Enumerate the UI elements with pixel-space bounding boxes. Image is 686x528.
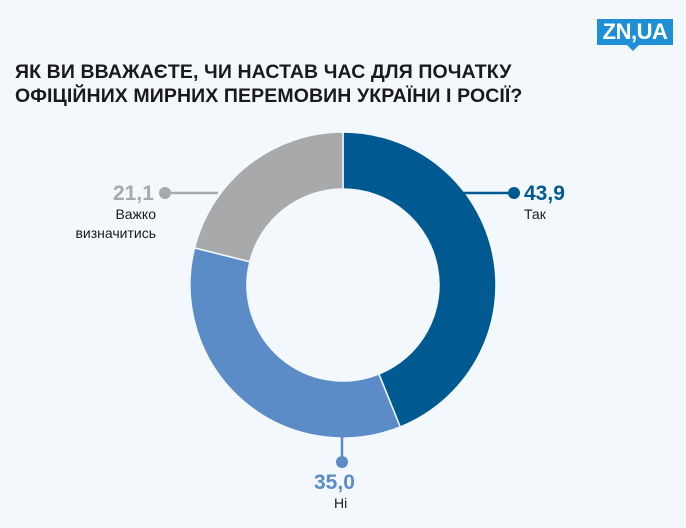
vazhko-value: 21,1 <box>113 182 154 205</box>
tak-label: Так <box>524 206 546 222</box>
title-line-1: ЯК ВИ ВВАЖАЄТЕ, ЧИ НАСТАВ ЧАС ДЛЯ ПОЧАТК… <box>15 61 512 83</box>
title-line-2: ОФІЦІЙНИХ МИРНИХ ПЕРЕМОВИН УКРАЇНИ І РОС… <box>15 85 523 107</box>
callout-tak <box>462 187 520 199</box>
donut-slice <box>193 131 344 263</box>
ni-label: Ні <box>334 495 348 511</box>
callout-vazhko <box>159 187 218 199</box>
donut-slice <box>189 246 402 439</box>
ni-value: 35,0 <box>314 471 355 494</box>
vazhko-label-line-2: визначитись <box>75 225 156 241</box>
tak-value: 43,9 <box>524 182 565 205</box>
callout-ni <box>336 436 348 468</box>
donut-slices <box>189 131 497 439</box>
chart-title: ЯК ВИ ВВАЖАЄТЕ, ЧИ НАСТАВ ЧАС ДЛЯ ПОЧАТК… <box>15 60 575 108</box>
donut-slice <box>342 131 497 428</box>
zn-ua-logo: ZN,UA <box>597 19 673 51</box>
vazhko-label: Важко <box>100 205 156 223</box>
vazhko-label-line-1: Важко <box>115 206 156 222</box>
